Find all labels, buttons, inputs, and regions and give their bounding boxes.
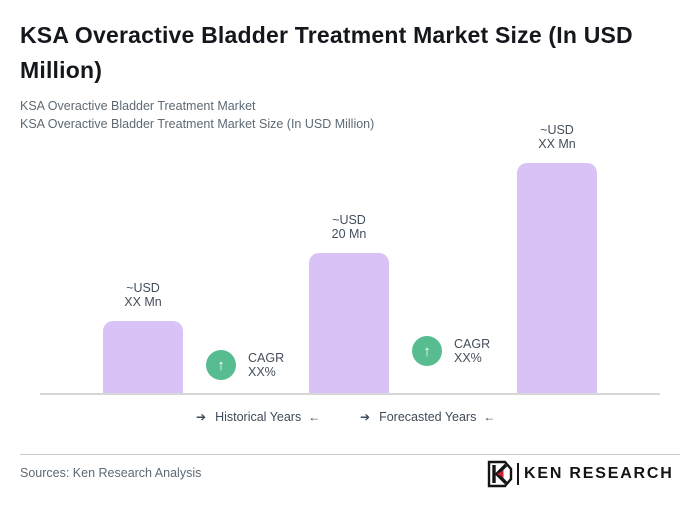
- cagr-text-line2: XX%: [248, 365, 276, 379]
- axis-period-historical: ➔ Historical Years ←: [196, 410, 320, 424]
- up-arrow-icon: ↑: [412, 336, 442, 366]
- bar-value-label: ~USD 20 Mn: [331, 213, 367, 241]
- right-arrow-icon: ➔: [196, 410, 207, 424]
- cagr-label: CAGR XX%: [454, 337, 490, 365]
- x-axis-line: [40, 393, 660, 395]
- cagr-badge-forecast: ↑ CAGR XX%: [412, 336, 490, 366]
- period-label: Forecasted Years: [379, 410, 477, 424]
- bar-value-label: ~USD XX Mn: [538, 123, 576, 151]
- cagr-badge-historical: ↑ CAGR XX%: [206, 350, 284, 380]
- period-label: Historical Years: [215, 410, 302, 424]
- logo-text: KEN RESEARCH: [524, 465, 674, 482]
- right-arrow-icon: ➔: [360, 410, 371, 424]
- up-arrow-icon: ↑: [206, 350, 236, 380]
- bar: [309, 253, 389, 393]
- page-title: KSA Overactive Bladder Treatment Market …: [20, 22, 633, 83]
- left-arrow-icon: ←: [483, 410, 496, 424]
- footer-divider: [20, 454, 680, 455]
- axis-period-forecasted: ➔ Forecasted Years ←: [360, 410, 495, 424]
- ken-research-shield-icon: [487, 460, 513, 488]
- left-arrow-icon: ←: [308, 410, 321, 424]
- logo-separator: [517, 463, 519, 485]
- cagr-text-line1: CAGR: [454, 337, 491, 351]
- cagr-text-line1: CAGR: [248, 351, 285, 365]
- bar: [103, 321, 183, 393]
- cagr-text-line2: XX%: [454, 351, 482, 365]
- chart-subtitle: KSA Overactive Bladder Treatment Market …: [20, 97, 374, 133]
- subtitle-line-2: KSA Overactive Bladder Treatment Market …: [20, 117, 375, 131]
- cagr-label: CAGR XX%: [248, 351, 284, 379]
- bar: [517, 163, 597, 393]
- subtitle-line-1: KSA Overactive Bladder Treatment Market: [20, 99, 256, 113]
- bar-value-label: ~USD XX Mn: [124, 281, 162, 309]
- sources-text: Sources: Ken Research Analysis: [20, 466, 202, 480]
- ken-research-logo: KEN RESEARCH: [487, 460, 674, 488]
